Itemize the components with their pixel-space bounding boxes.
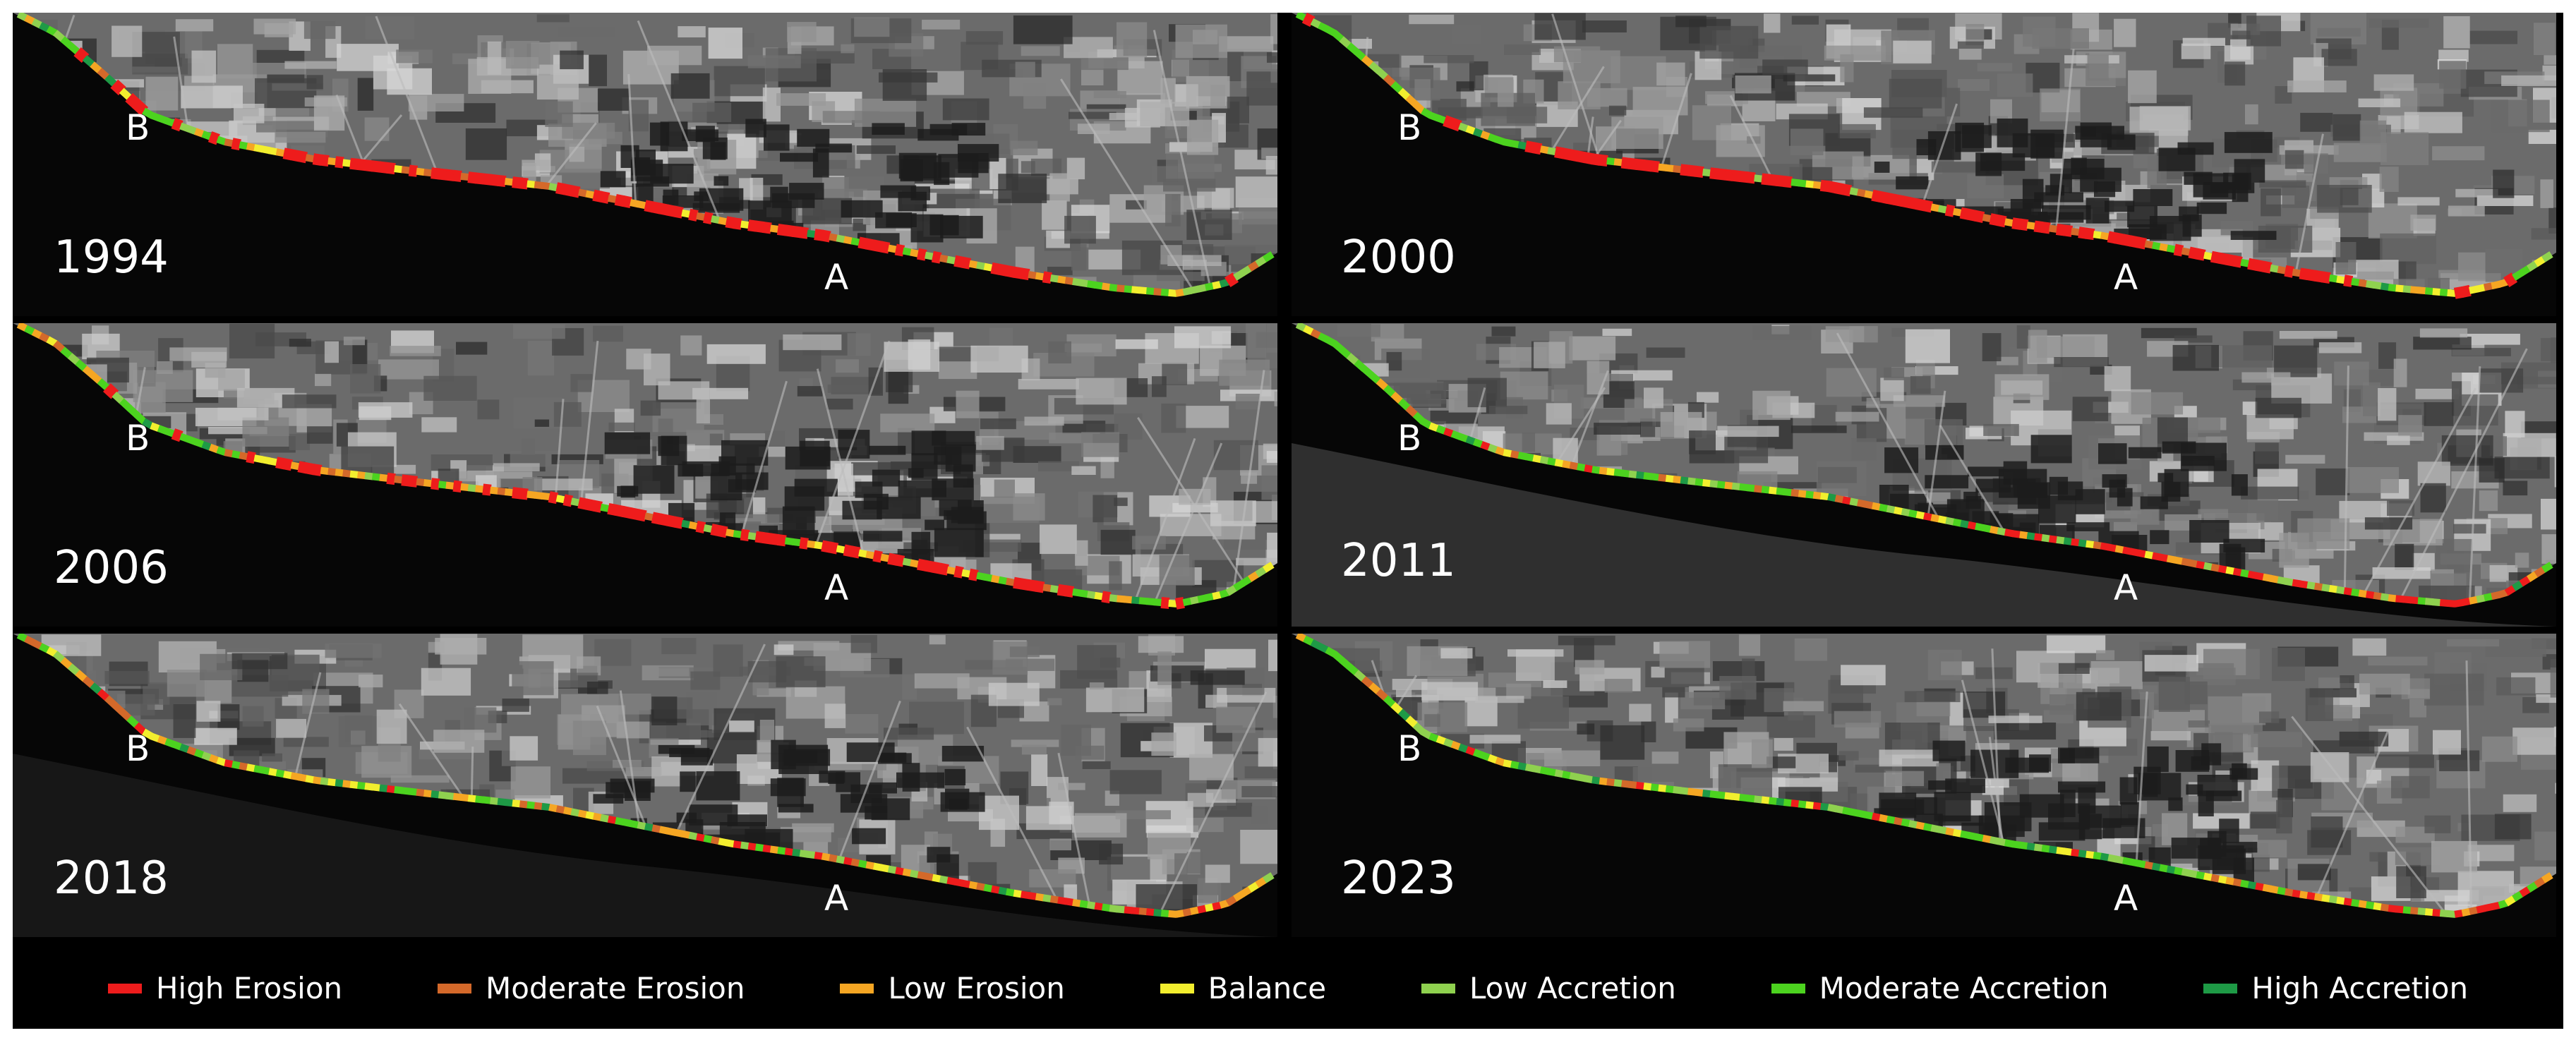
point-a-label: A	[824, 257, 849, 298]
legend-swatch	[1421, 983, 1455, 993]
panel-year-label: 1994	[54, 231, 169, 284]
legend-item: Moderate Accretion	[1771, 971, 2109, 1005]
point-a-label: A	[2114, 878, 2138, 919]
legend-swatch	[1771, 983, 1805, 993]
shoreline-change-segments	[1295, 13, 2553, 299]
point-b-label: B	[126, 728, 150, 769]
sediment-plume	[13, 754, 1277, 937]
legend-label: Low Accretion	[1469, 971, 1676, 1005]
legend-swatch	[1160, 983, 1194, 993]
map-panel-1994: 1994 B A	[13, 13, 1277, 316]
legend-item: Low Erosion	[840, 971, 1065, 1005]
satellite-image	[1292, 323, 2556, 627]
legend-item: Balance	[1160, 971, 1327, 1005]
shoreline-change-segments	[1295, 634, 2553, 918]
point-b-label: B	[126, 418, 150, 459]
satellite-image	[1292, 13, 2556, 299]
legend-swatch	[2203, 983, 2238, 993]
point-b-label: B	[1397, 418, 1422, 459]
satellite-image	[13, 323, 1277, 610]
point-a-label: A	[2114, 567, 2138, 608]
legend: High Erosion Moderate Erosion Low Erosion B…	[13, 948, 2563, 1029]
point-b-label: B	[1397, 728, 1422, 769]
legend-label: Balance	[1208, 971, 1327, 1005]
point-a-label: A	[824, 567, 849, 608]
legend-item: Moderate Erosion	[437, 971, 745, 1005]
map-panel-2018: 2018 B A	[13, 634, 1277, 937]
legend-label: Low Erosion	[888, 971, 1065, 1005]
legend-swatch	[840, 983, 874, 993]
shoreline-change-segments	[1295, 323, 2553, 608]
figure-frame: 1994 B A 2000 B A 2006 B A 2011 B A 2018 B A 2023 B A Hig…	[13, 13, 2563, 1029]
legend-label: High Erosion	[155, 971, 343, 1005]
map-panel-2006: 2006 B A	[13, 323, 1277, 627]
legend-swatch	[437, 983, 471, 993]
panel-year-label: 2000	[1341, 231, 1456, 284]
map-panel-2023: 2023 B A	[1292, 634, 2556, 937]
point-b-label: B	[126, 107, 150, 148]
legend-item: Low Accretion	[1421, 971, 1676, 1005]
legend-label: Moderate Erosion	[485, 971, 745, 1005]
legend-label: High Accretion	[2251, 971, 2469, 1005]
point-a-label: A	[2114, 257, 2138, 298]
panel-year-label: 2023	[1341, 852, 1456, 905]
panel-year-label: 2018	[54, 852, 169, 905]
shoreline-change-segments	[16, 13, 1275, 297]
shoreline-change-segments	[16, 323, 1275, 610]
map-panel-2000: 2000 B A	[1292, 13, 2556, 316]
panel-year-label: 2011	[1341, 535, 1456, 587]
legend-label: Moderate Accretion	[1819, 971, 2109, 1005]
point-a-label: A	[824, 878, 849, 919]
panel-year-label: 2006	[54, 542, 169, 594]
map-panel-2011: 2011 B A	[1292, 323, 2556, 627]
legend-item: High Accretion	[2203, 971, 2468, 1005]
point-b-label: B	[1397, 107, 1422, 148]
legend-swatch	[107, 983, 142, 993]
satellite-image	[13, 634, 1277, 937]
legend-item: High Erosion	[107, 971, 343, 1005]
satellite-image	[13, 13, 1277, 297]
satellite-image	[1292, 634, 2556, 918]
shoreline-change-segments	[16, 634, 1275, 918]
sediment-plume	[1292, 443, 2556, 627]
